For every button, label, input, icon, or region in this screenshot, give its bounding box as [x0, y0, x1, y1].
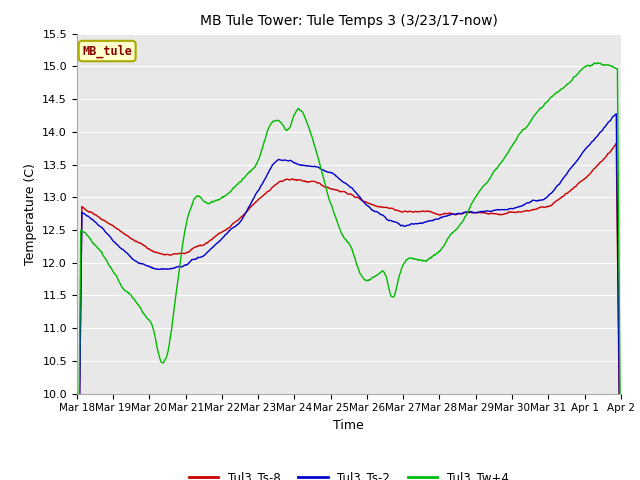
X-axis label: Time: Time [333, 419, 364, 432]
Legend: Tul3_Ts-8, Tul3_Ts-2, Tul3_Tw+4: Tul3_Ts-8, Tul3_Ts-2, Tul3_Tw+4 [184, 466, 513, 480]
Y-axis label: Temperature (C): Temperature (C) [24, 163, 36, 264]
Text: MB_tule: MB_tule [82, 44, 132, 58]
Title: MB Tule Tower: Tule Temps 3 (3/23/17-now): MB Tule Tower: Tule Temps 3 (3/23/17-now… [200, 14, 498, 28]
